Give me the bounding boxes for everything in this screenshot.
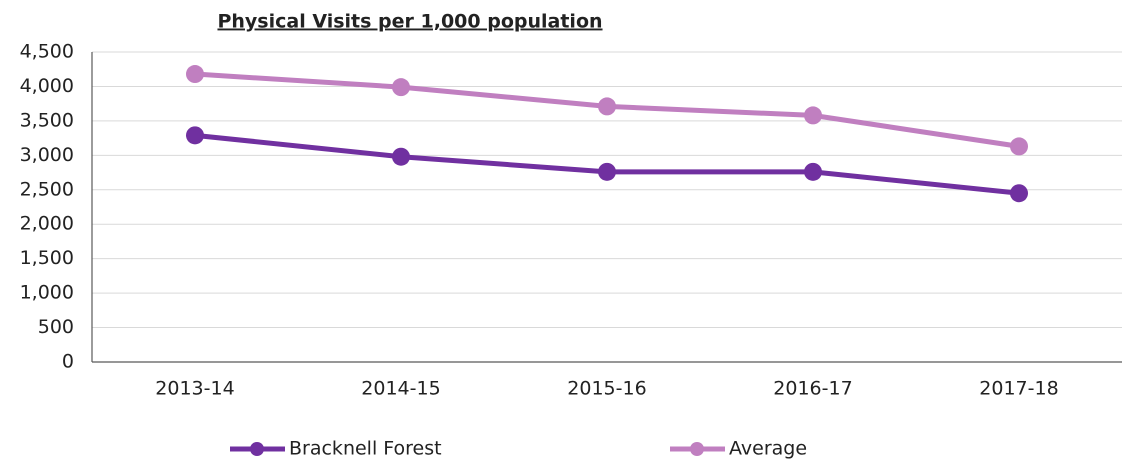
y-tick-label: 1,000 [20,282,74,304]
x-tick-label: 2014-15 [361,378,440,400]
x-tick-label: 2015-16 [567,378,646,400]
y-tick-label: 4,000 [20,75,74,97]
legend-label: Average [729,438,807,460]
y-tick-label: 4,500 [20,41,74,63]
point [186,126,204,145]
point [186,65,204,84]
point [1010,184,1028,203]
y-tick-label: 0 [62,351,74,373]
y-tick-label: 1,500 [20,247,74,269]
y-tick-label: 3,000 [20,144,74,166]
point [392,78,410,97]
legend-marker [250,442,264,456]
y-tick-label: 2,000 [20,213,74,235]
legend-label: Bracknell Forest [289,438,442,460]
y-tick-label: 3,500 [20,109,74,131]
point [804,106,822,125]
y-tick-label: 500 [38,316,74,338]
point [804,162,822,181]
x-tick-label: 2013-14 [155,378,234,400]
y-tick-label: 2,500 [20,178,74,200]
point [392,147,410,166]
x-tick-label: 2017-18 [979,378,1058,400]
point [1010,137,1028,156]
point [598,162,616,181]
chart-title: Physical Visits per 1,000 population [217,11,602,33]
point [598,97,616,116]
x-tick-label: 2016-17 [773,378,852,400]
legend-marker [690,442,704,456]
